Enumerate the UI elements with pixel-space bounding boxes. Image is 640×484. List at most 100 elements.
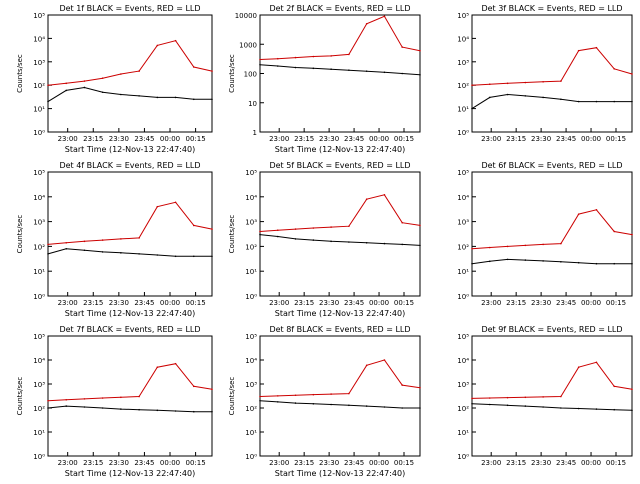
data-point-lld — [401, 46, 404, 48]
data-point-events — [120, 93, 122, 96]
data-point-events — [471, 402, 473, 405]
data-point-lld — [47, 243, 49, 246]
data-point-events — [312, 402, 315, 405]
data-point-events — [330, 240, 332, 243]
data-point-lld — [192, 224, 195, 227]
data-point-lld — [330, 226, 332, 228]
data-point-events — [488, 96, 491, 99]
y-tick-label: 10³ — [245, 381, 257, 389]
data-point-lld — [524, 81, 527, 84]
data-point-events — [577, 100, 580, 103]
data-point-lld — [348, 53, 350, 56]
data-point-events — [488, 260, 491, 263]
x-tick-label: 00:00 — [581, 459, 601, 467]
data-point-events — [613, 408, 616, 411]
y-tick-label: 10⁰ — [245, 453, 257, 461]
data-point-events — [471, 107, 473, 110]
data-point-lld — [595, 208, 598, 211]
data-point-lld — [211, 70, 213, 72]
data-point-lld — [211, 388, 213, 391]
data-point-events — [383, 71, 386, 74]
x-tick-label: 23:00 — [481, 459, 501, 467]
data-point-events — [294, 238, 297, 240]
data-point-lld — [542, 80, 544, 83]
x-tick-label: 00:15 — [186, 299, 206, 307]
chart-title: Det 1f BLACK = Events, RED = LLD — [59, 4, 200, 13]
data-point-events — [259, 63, 261, 66]
x-tick-label: 00:15 — [606, 299, 626, 307]
chart-panel-3: Det 3f BLACK = Events, RED = LLD 10⁰ 10¹ 10… — [457, 4, 633, 143]
x-tick-label: 23:00 — [269, 459, 289, 467]
y-axis-label: Counts/sec — [16, 54, 24, 93]
y-tick-label: 10⁰ — [245, 293, 257, 301]
data-point-events — [174, 96, 177, 99]
data-point-lld — [120, 73, 122, 75]
data-point-lld — [383, 359, 386, 361]
y-tick-label: 10² — [33, 243, 45, 251]
x-tick-label: 00:00 — [581, 299, 601, 307]
data-point-events — [365, 241, 368, 244]
x-tick-label: 00:15 — [186, 135, 206, 143]
y-tick-label: 10000 — [235, 12, 257, 20]
data-point-lld — [174, 39, 177, 42]
x-tick-label: 23:30 — [319, 459, 339, 467]
data-point-lld — [47, 399, 49, 402]
chart-panel-1: Det 1f BLACK = Events, RED = LLD 10⁰ 10¹ 10… — [16, 4, 213, 154]
data-point-events — [276, 401, 279, 403]
y-tick-label: 10⁵ — [457, 169, 469, 177]
y-tick-label: 10⁵ — [457, 12, 469, 20]
x-tick-label: 00:15 — [394, 459, 414, 467]
x-tick-label: 23:30 — [319, 135, 339, 143]
data-point-lld — [560, 242, 562, 245]
data-point-lld — [419, 49, 421, 52]
x-tick-label: 23:45 — [344, 459, 364, 467]
x-tick-label: 23:30 — [531, 135, 551, 143]
x-axis-label: Start Time (12-Nov-13 22:47:40) — [65, 469, 195, 478]
data-point-lld — [174, 362, 177, 365]
x-tick-label: 00:00 — [369, 299, 389, 307]
data-point-events — [488, 403, 491, 406]
data-point-lld — [365, 198, 368, 201]
data-point-lld — [577, 49, 580, 52]
data-point-events — [211, 410, 213, 413]
data-point-lld — [192, 385, 195, 388]
chart-panel-6: Det 6f BLACK = Events, RED = LLD 10⁰ 10¹ 10… — [457, 161, 633, 307]
series-line-lld — [259, 359, 421, 397]
y-tick-label: 10¹ — [457, 429, 469, 437]
chart-title: Det 4f BLACK = Events, RED = LLD — [59, 161, 200, 170]
chart-panel-8: Det 8f BLACK = Events, RED = LLD 10⁰ 10¹ 10… — [228, 325, 421, 478]
series-line-lld — [471, 47, 633, 86]
data-point-events — [401, 407, 404, 409]
data-point-lld — [524, 244, 527, 247]
data-point-lld — [211, 228, 213, 230]
x-tick-label: 23:00 — [481, 135, 501, 143]
data-point-events — [259, 233, 261, 236]
data-point-lld — [506, 396, 509, 399]
x-axis-label: Start Time (12-Nov-13 22:47:40) — [275, 469, 405, 478]
x-tick-label: 23:15 — [294, 299, 314, 307]
x-axis-label: Start Time (12-Nov-13 22:47:40) — [275, 145, 405, 154]
x-tick-label: 23:00 — [58, 459, 78, 467]
data-point-events — [174, 410, 177, 412]
data-point-events — [101, 91, 104, 94]
data-point-events — [276, 65, 279, 67]
series-line-events — [259, 400, 420, 409]
y-tick-label: 10¹ — [33, 429, 45, 437]
data-point-events — [47, 253, 49, 255]
data-point-events — [65, 248, 68, 250]
series-line-lld — [471, 209, 633, 250]
y-axis-label: Counts/sec — [16, 377, 24, 416]
data-point-lld — [419, 386, 421, 389]
x-tick-label: 00:00 — [369, 135, 389, 143]
plot-frame — [471, 335, 633, 457]
y-tick-label: 10² — [245, 405, 257, 413]
data-point-events — [47, 100, 49, 103]
data-point-lld — [542, 396, 544, 398]
x-tick-label: 23:15 — [294, 459, 314, 467]
series-line-events — [47, 405, 212, 413]
data-point-events — [259, 399, 261, 402]
data-point-lld — [101, 239, 104, 241]
data-point-events — [330, 403, 332, 406]
